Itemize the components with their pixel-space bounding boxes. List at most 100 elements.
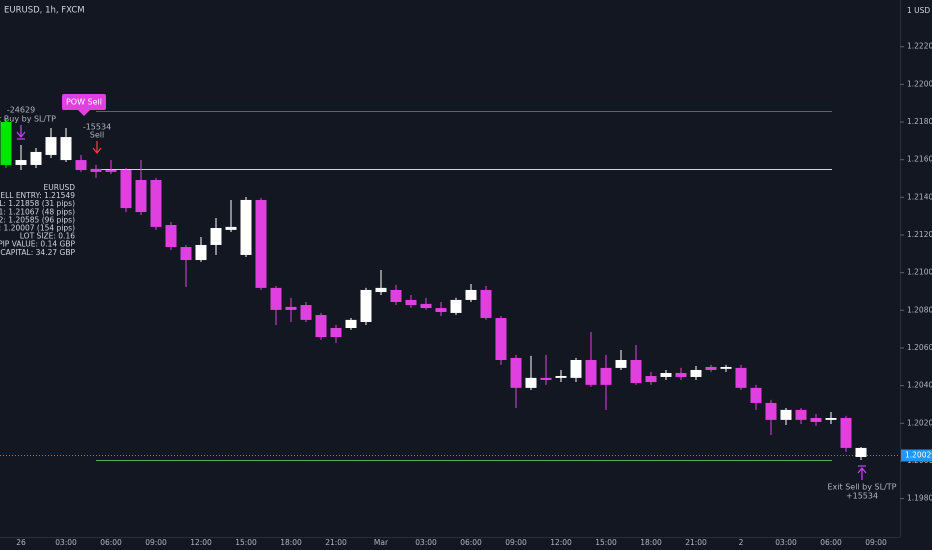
candle-body xyxy=(855,447,867,457)
y-tick-label: 1.20600 xyxy=(907,343,932,352)
info-line: TP3: 1.20007 (154 pips) xyxy=(0,224,75,233)
candle-body xyxy=(765,402,777,420)
x-tick-label: 09:00 xyxy=(865,538,887,547)
candle-body xyxy=(555,376,567,378)
candle-body xyxy=(405,299,417,306)
candle-body xyxy=(510,357,522,388)
y-tick-label: 1.20800 xyxy=(907,305,932,314)
sell-pnl: -15534 xyxy=(83,123,111,132)
x-tick-label: 12:00 xyxy=(190,538,212,547)
x-tick-label: 12:00 xyxy=(550,538,572,547)
exit-buy-label: Exit Buy by SL/TP xyxy=(0,115,56,124)
y-tick-label: 1.22200 xyxy=(907,42,932,51)
info-line: LOT SIZE: 0.16 xyxy=(20,232,75,241)
chart-title: EURUSD, 1h, FXCM xyxy=(4,6,85,16)
candle-body xyxy=(285,306,297,310)
candle-body xyxy=(195,244,207,261)
x-tick-label: 06:00 xyxy=(460,538,482,547)
y-tick-label: 1.21600 xyxy=(907,155,932,164)
x-tick-label: 03:00 xyxy=(415,538,437,547)
x-tick-label: 09:00 xyxy=(145,538,167,547)
candle-body xyxy=(180,247,192,261)
candle-body xyxy=(630,360,642,383)
exit-buy-pnl: -24629 xyxy=(7,106,35,115)
y-tick-label: 1.21200 xyxy=(907,230,932,239)
candle-body xyxy=(705,366,717,370)
candle-body xyxy=(435,308,447,312)
candle-body xyxy=(675,373,687,377)
x-tick-label: 21:00 xyxy=(685,538,707,547)
x-tick-label: 2 xyxy=(739,538,744,547)
candle-body xyxy=(525,377,537,388)
last-price-box xyxy=(901,449,932,462)
x-tick-label: 15:00 xyxy=(595,538,617,547)
candle-body xyxy=(825,418,837,420)
candle-body xyxy=(660,373,672,377)
candle-body xyxy=(315,315,327,338)
exit-sell-arrow xyxy=(857,465,867,480)
candle-body xyxy=(255,199,267,288)
candle-body xyxy=(45,137,57,155)
x-tick-label: 03:00 xyxy=(55,538,77,547)
info-line: TP1: 1.21067 (48 pips) xyxy=(0,207,75,216)
candle-body xyxy=(135,180,147,213)
candle-body xyxy=(270,287,282,310)
x-tick-label: 09:00 xyxy=(505,538,527,547)
candles xyxy=(0,118,867,460)
y-tick-label: 1.20400 xyxy=(907,381,932,390)
candle-body xyxy=(735,367,747,388)
candle-body xyxy=(120,170,132,209)
info-line: TP2: 1.20585 (96 pips) xyxy=(0,215,75,224)
exit-sell-pnl: +15534 xyxy=(846,492,878,501)
x-tick-label: 18:00 xyxy=(640,538,662,547)
x-tick-label: 15:00 xyxy=(235,538,257,547)
candle-body xyxy=(345,319,357,328)
y-tick-label: 1.21800 xyxy=(907,117,932,126)
candle-body xyxy=(465,289,477,300)
y-tick-label: 1.21400 xyxy=(907,192,932,201)
candle-body xyxy=(375,287,387,293)
signal-box xyxy=(62,94,106,110)
candle-body xyxy=(165,225,177,248)
info-line: SELL ENTRY: 1.21549 xyxy=(0,191,75,200)
x-tick-label: Mar xyxy=(374,538,389,547)
y-tick-label: 1.20200 xyxy=(907,418,932,427)
signal-label: POW Sell xyxy=(66,98,102,107)
candle-body xyxy=(450,299,462,313)
y-tick-label: 1.22000 xyxy=(907,79,932,88)
axes: 1.198001.200001.202001.204001.206001.208… xyxy=(16,42,932,547)
candle-body xyxy=(840,418,852,448)
candle-body xyxy=(645,376,657,383)
candle-body xyxy=(750,387,762,403)
candle-body xyxy=(0,122,12,165)
x-tick-label: 03:00 xyxy=(775,538,797,547)
info-line: RISK CAPITAL: 34.27 GBP xyxy=(0,248,75,257)
candle-body xyxy=(75,160,87,171)
candle-body xyxy=(600,367,612,385)
sell-label: Sell xyxy=(90,131,104,140)
candle-body xyxy=(495,318,507,361)
last-price-label: 1.20029 xyxy=(905,450,932,459)
y-tick-label: 1.19800 xyxy=(907,494,932,503)
candle-body xyxy=(810,418,822,422)
candle-body xyxy=(60,137,72,161)
candle-body xyxy=(720,366,732,369)
y-tick-label: 1.21000 xyxy=(907,268,932,277)
sell-arrow xyxy=(92,141,102,155)
exit-sell-label: Exit Sell by SL/TP xyxy=(828,483,897,492)
candle-body xyxy=(480,289,492,319)
candle-body xyxy=(690,369,702,377)
candle-body xyxy=(150,180,162,227)
candle-body xyxy=(300,305,312,320)
candle-body xyxy=(420,303,432,309)
candle-body xyxy=(105,170,117,172)
info-line: SL: 1.21858 (31 pips) xyxy=(0,199,75,208)
levels xyxy=(0,111,900,461)
candle-body xyxy=(240,199,252,255)
x-tick-label: 21:00 xyxy=(325,538,347,547)
x-tick-label: 26 xyxy=(16,538,26,547)
candle-body xyxy=(330,327,342,338)
x-tick-label: 18:00 xyxy=(280,538,302,547)
